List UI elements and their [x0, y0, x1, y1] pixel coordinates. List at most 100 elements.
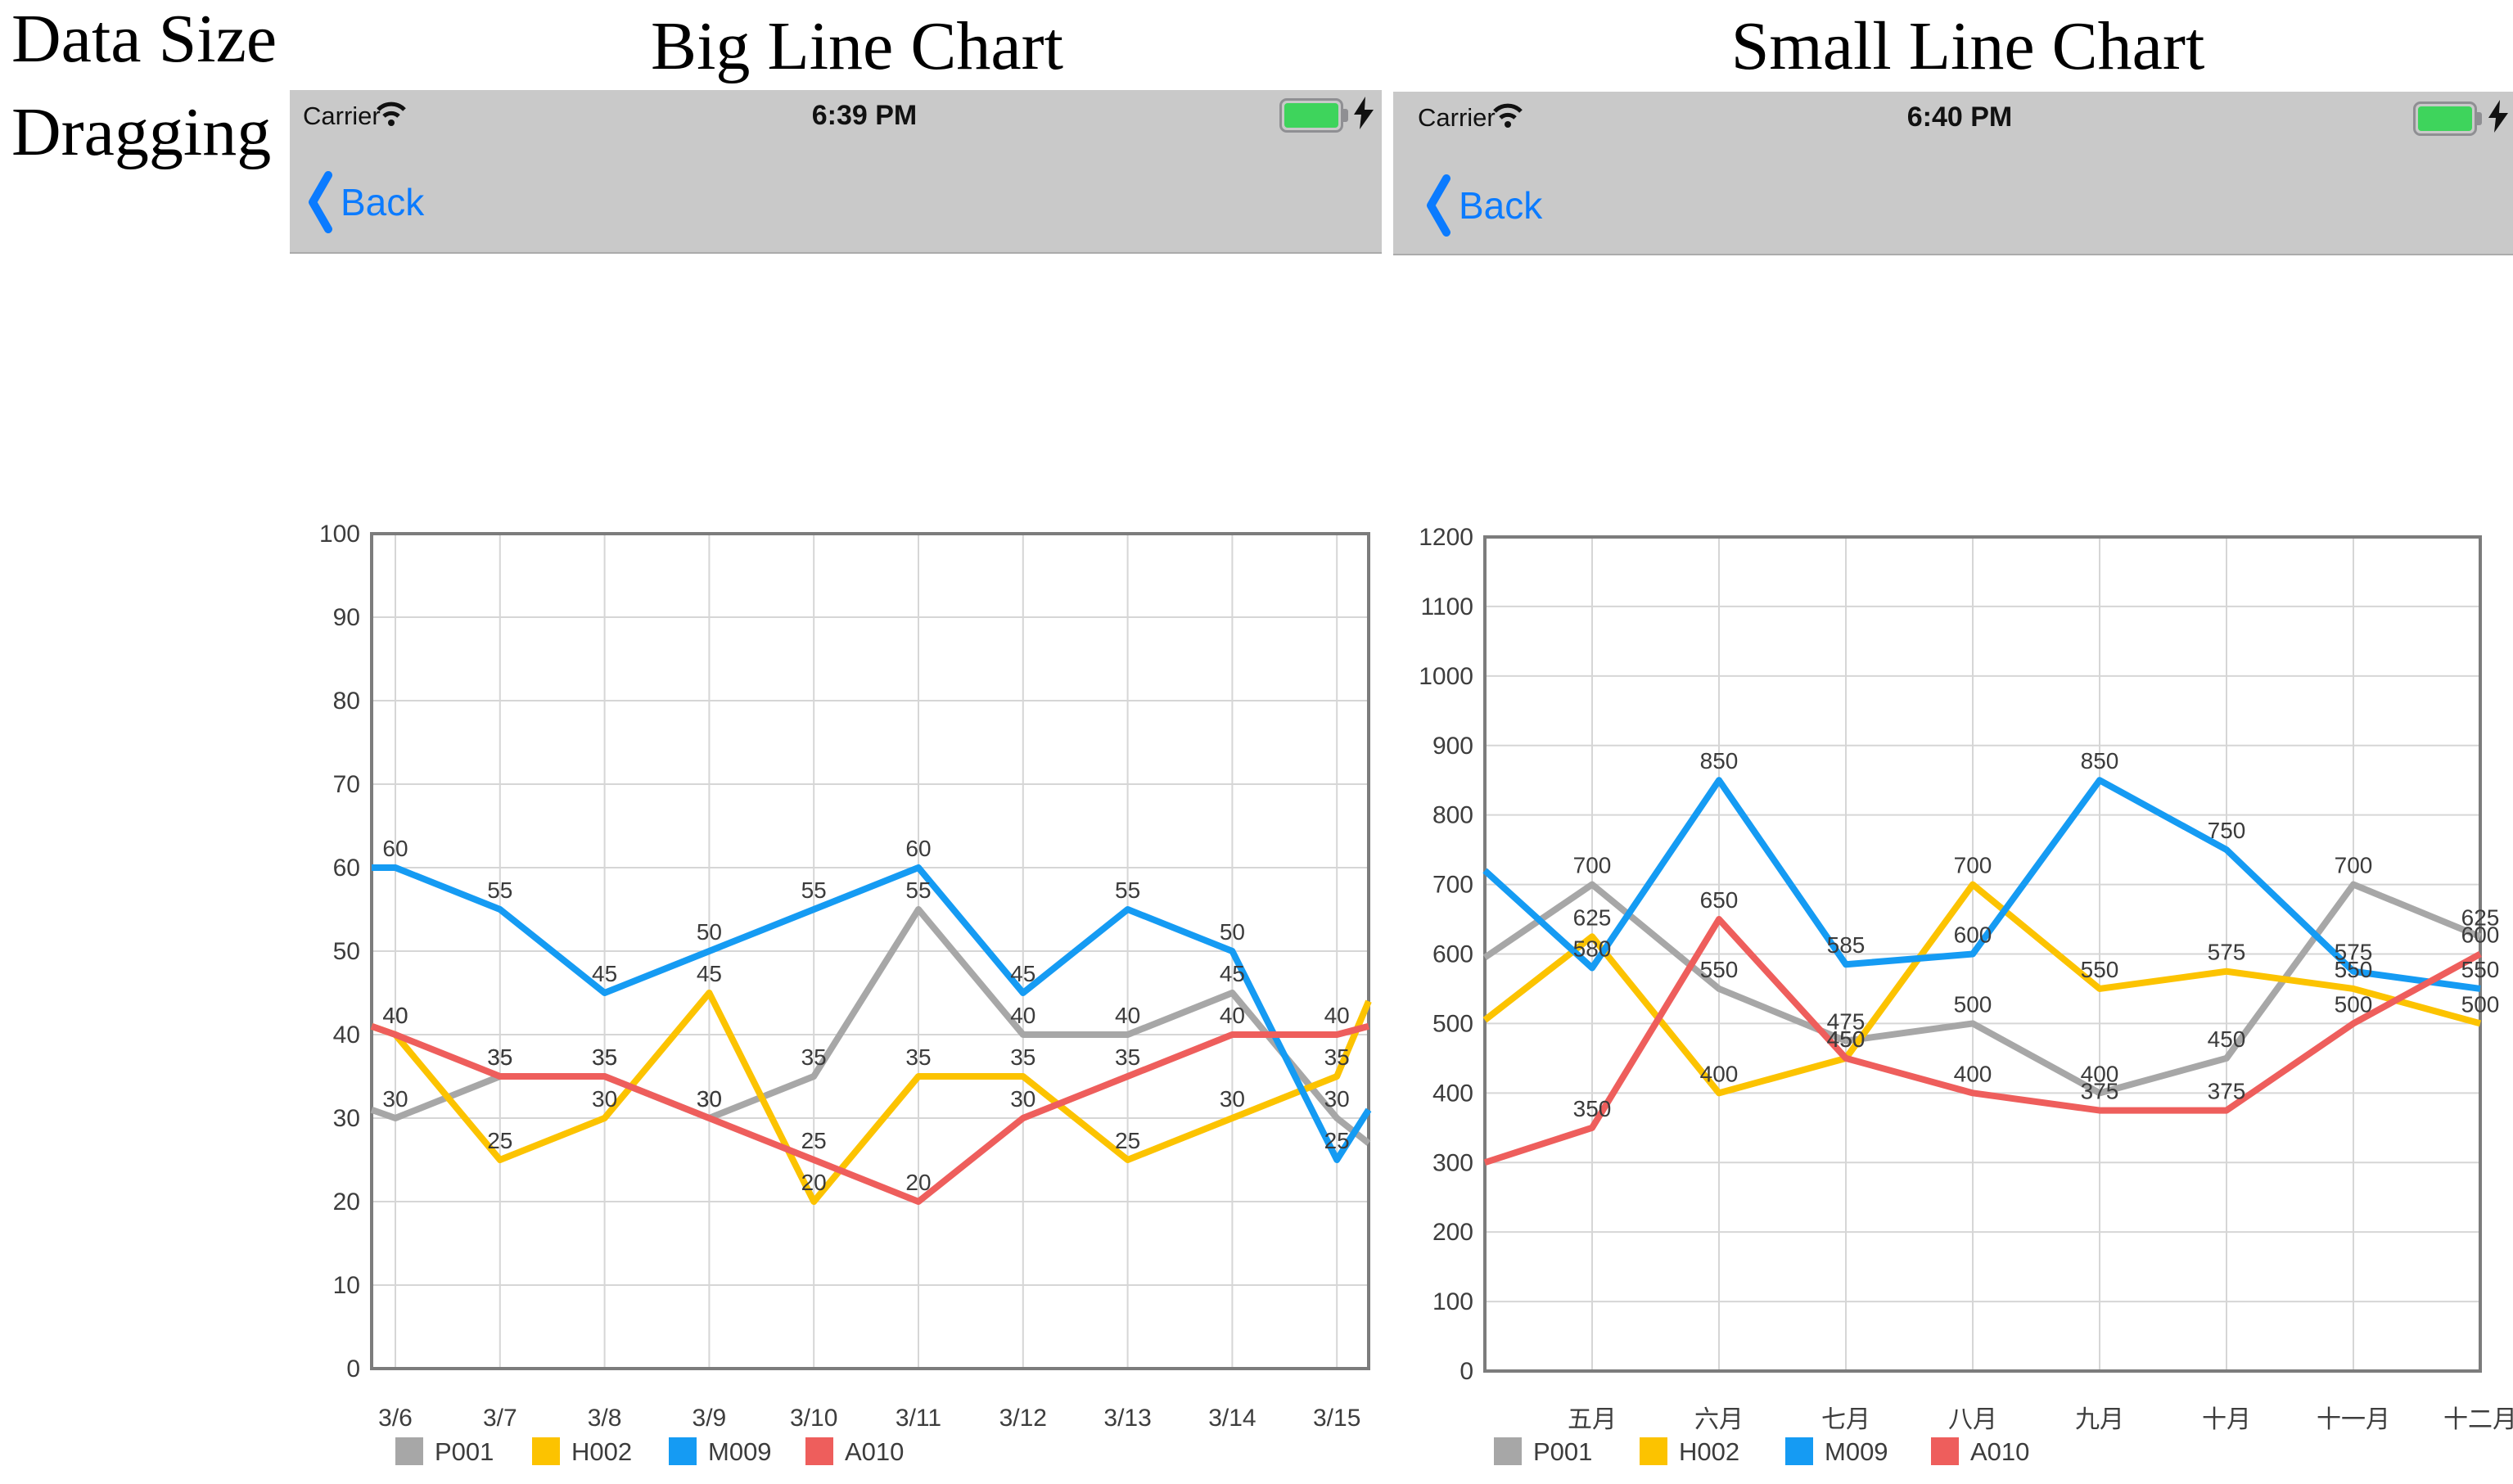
chart-legend: P001 H002 M009 A010	[395, 1437, 904, 1466]
back-chevron-icon	[1427, 174, 1451, 237]
svg-text:20: 20	[801, 1170, 827, 1195]
svg-text:10: 10	[333, 1272, 360, 1299]
svg-text:850: 850	[1700, 748, 1739, 774]
svg-text:1100: 1100	[1420, 593, 1473, 620]
svg-text:20: 20	[905, 1170, 931, 1195]
svg-text:30: 30	[333, 1105, 360, 1132]
caption-data-size: Data Size	[11, 1, 277, 77]
series-line-H002	[370, 990, 1372, 1205]
svg-text:35: 35	[905, 1044, 931, 1070]
value-labels: 30 35 35 30 35 55 40 40 45 30 40 25 30 45 20 35 35 25 30 35…	[382, 836, 1349, 1195]
svg-text:625: 625	[2461, 904, 2500, 930]
svg-text:375: 375	[2081, 1079, 2119, 1104]
svg-text:七月: 七月	[1821, 1406, 1870, 1433]
svg-text:400: 400	[1432, 1080, 1473, 1107]
svg-text:40: 40	[1324, 1003, 1350, 1028]
svg-text:100: 100	[1432, 1288, 1473, 1315]
legend-label-P001: P001	[435, 1437, 494, 1466]
left-chart-doc-title: Big Line Chart	[651, 8, 1063, 84]
svg-text:55: 55	[801, 877, 827, 903]
x-axis-labels: 五月 六月 七月 八月 九月 十月 十一月 十二月	[1568, 1406, 2513, 1433]
charging-bolt-icon	[1354, 97, 1374, 129]
svg-text:35: 35	[592, 1044, 617, 1070]
svg-text:350: 350	[1573, 1096, 1612, 1121]
svg-text:35: 35	[1115, 1044, 1140, 1070]
right-chart-doc-title: Small Line Chart	[1730, 8, 2205, 84]
svg-text:50: 50	[333, 938, 360, 965]
value-labels: 7005504755004004507006256254004507005505…	[1573, 748, 2500, 1121]
svg-text:575: 575	[2335, 940, 2373, 965]
svg-text:3/14: 3/14	[1208, 1405, 1256, 1432]
charging-bolt-icon	[2488, 100, 2508, 133]
series-line-P001	[370, 906, 1371, 1146]
svg-text:30: 30	[697, 1086, 722, 1112]
back-button[interactable]: Back	[308, 170, 424, 234]
svg-text:40: 40	[382, 1003, 408, 1028]
left-phone-header: Carrier 6:39 PM Back	[290, 90, 1382, 254]
legend-label-A010: A010	[845, 1437, 904, 1466]
svg-text:450: 450	[1827, 1026, 1866, 1052]
svg-text:3/12: 3/12	[999, 1405, 1047, 1432]
grid-lines	[372, 533, 1369, 1369]
svg-text:700: 700	[1432, 872, 1473, 899]
svg-text:20: 20	[333, 1189, 360, 1216]
svg-text:300: 300	[1432, 1149, 1473, 1176]
svg-text:500: 500	[2461, 991, 2500, 1017]
legend-label-M009: M009	[1825, 1437, 1888, 1466]
svg-text:3/7: 3/7	[483, 1405, 517, 1432]
svg-text:3/11: 3/11	[896, 1405, 941, 1432]
back-button-label: Back	[1459, 184, 1543, 227]
svg-text:500: 500	[1432, 1010, 1473, 1037]
svg-text:450: 450	[1827, 1026, 1866, 1052]
series-line-M009	[372, 864, 1372, 1163]
svg-text:850: 850	[2081, 748, 2119, 774]
svg-text:475: 475	[1827, 1009, 1866, 1035]
svg-text:六月: 六月	[1694, 1406, 1744, 1433]
carrier-label: Carrier	[1418, 103, 1496, 132]
svg-text:400: 400	[2081, 1061, 2119, 1086]
svg-text:400: 400	[1954, 1061, 1992, 1086]
right-phone-header: Carrier 6:40 PM Back	[1393, 92, 2513, 255]
battery-icon	[1279, 98, 1348, 133]
svg-text:九月: 九月	[2075, 1406, 2124, 1433]
svg-text:700: 700	[1573, 853, 1612, 878]
wifi-icon	[1493, 103, 1523, 128]
wifi-icon	[377, 101, 406, 126]
svg-text:700: 700	[2335, 853, 2373, 878]
svg-text:600: 600	[2461, 922, 2500, 948]
svg-text:35: 35	[487, 1044, 512, 1070]
svg-text:40: 40	[382, 1003, 408, 1028]
svg-text:60: 60	[905, 836, 931, 861]
legend-label-H002: H002	[1679, 1437, 1739, 1466]
svg-text:1200: 1200	[1419, 524, 1473, 551]
svg-text:375: 375	[2208, 1079, 2246, 1104]
x-axis-labels: 3/6 3/7 3/8 3/9 3/10 3/11 3/12 3/13 3/14 3/15	[378, 1405, 1360, 1432]
svg-text:50: 50	[1220, 919, 1245, 945]
svg-text:550: 550	[2461, 957, 2500, 982]
svg-text:30: 30	[592, 1086, 617, 1112]
series-line-M009	[1482, 777, 2481, 992]
plot-border	[370, 532, 1370, 1370]
svg-text:十月: 十月	[2202, 1406, 2251, 1433]
svg-text:400: 400	[1700, 1061, 1739, 1086]
caption-dragging: Dragging	[11, 94, 272, 170]
svg-text:40: 40	[1010, 1003, 1035, 1028]
svg-text:35: 35	[1324, 1044, 1350, 1070]
series-line-A010	[370, 1022, 1370, 1205]
clock-time: 6:40 PM	[1906, 101, 2013, 133]
svg-text:十一月: 十一月	[2317, 1406, 2390, 1433]
y-axis-labels: 0 100 200 300 400 500 600 700 800 900 1000 1100 1200	[1419, 524, 1473, 1385]
svg-text:70: 70	[333, 771, 360, 798]
series-line-H002	[1482, 881, 2482, 1097]
svg-text:40: 40	[1115, 1003, 1140, 1028]
svg-text:3/15: 3/15	[1313, 1405, 1360, 1432]
legend-swatch-H002	[1640, 1437, 1667, 1465]
svg-text:1000: 1000	[1419, 663, 1473, 690]
back-button[interactable]: Back	[1426, 174, 1542, 237]
y-axis-labels: 0 10 20 30 40 50 60 70 80 90 100	[319, 521, 360, 1383]
small-line-chart[interactable]: 0 100 200 300 400 500 600 700 800 900 1000 1100 1200…	[1393, 491, 2513, 1484]
legend-label-H002: H002	[571, 1437, 632, 1466]
grid-lines	[1485, 536, 2481, 1372]
svg-text:35: 35	[592, 1044, 617, 1070]
